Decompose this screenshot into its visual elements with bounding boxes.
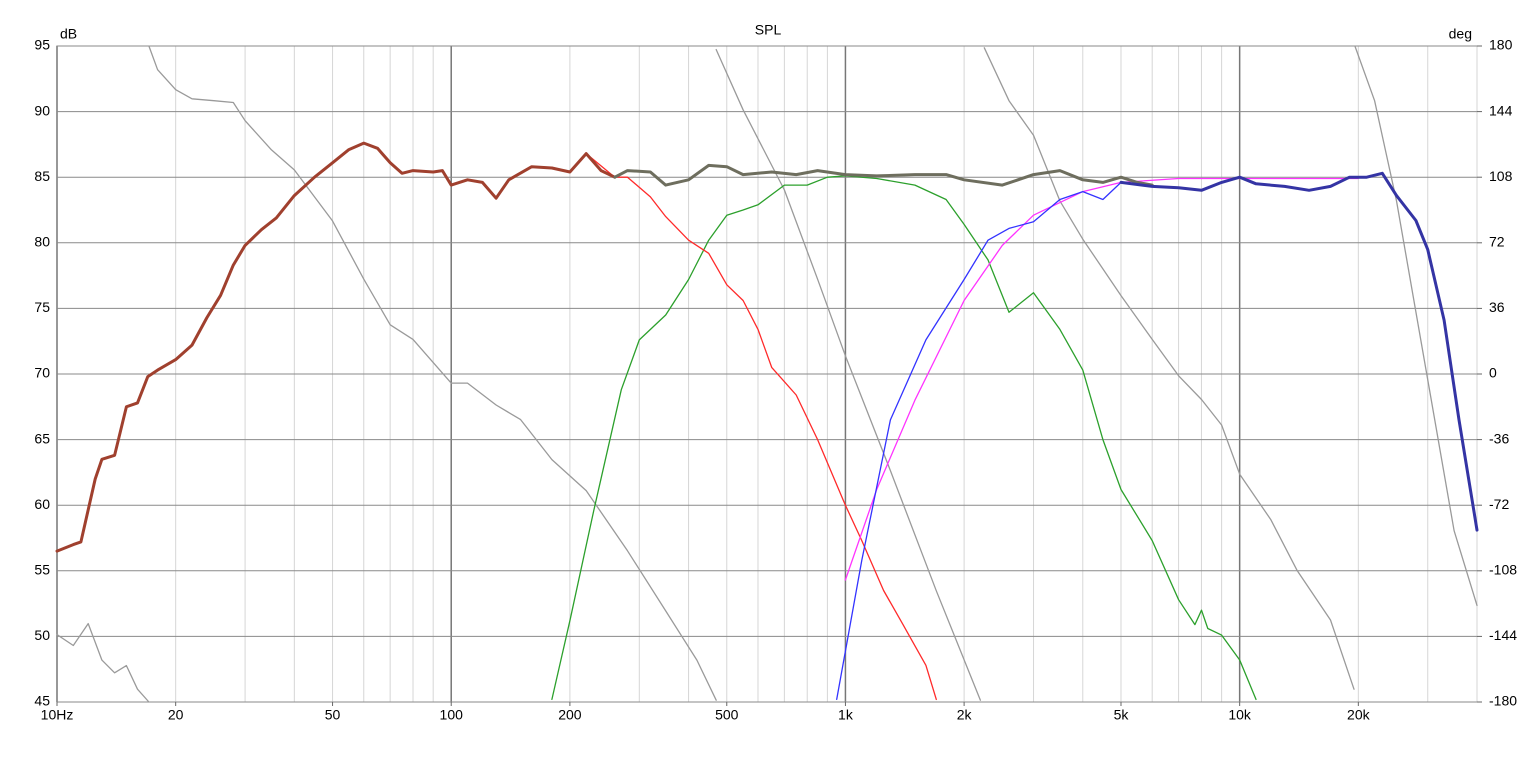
y-tick-label: 80 [34,234,50,250]
x-tick-label: 50 [325,707,341,723]
x-tick-label: 5k [1114,707,1130,723]
x-tick-label: 100 [440,707,464,723]
y2-axis-label: deg [1449,26,1472,42]
y2-tick-label: -36 [1489,430,1509,446]
y-axis-label: dB [60,26,77,42]
x-tick-label: 20 [168,707,184,723]
y2-tick-label: 180 [1489,37,1513,53]
x-tick-label: 1k [838,707,854,723]
x-tick-label: 200 [558,707,582,723]
x-tick-label: 10k [1228,707,1252,723]
y-tick-label: 55 [34,562,50,578]
y-tick-label: 75 [34,299,50,315]
series-line [56,45,1478,703]
y2-tick-label: -72 [1489,496,1509,512]
y-tick-label: 85 [34,168,50,184]
series-line [1119,171,1479,532]
y-tick-label: 50 [34,627,50,643]
y-tick-label: 60 [34,496,50,512]
chart-title: SPL [755,22,782,38]
y2-tick-label: -144 [1489,627,1517,643]
series-line [844,177,1359,581]
series-line [551,175,1257,701]
y2-tick-label: 108 [1489,168,1513,184]
y2-tick-label: 36 [1489,299,1505,315]
y2-tick-label: 72 [1489,234,1505,250]
series-line [613,163,1154,187]
y-tick-label: 90 [34,102,50,118]
y2-tick-label: 0 [1489,365,1497,381]
x-tick-label: 20k [1347,707,1371,723]
y2-tick-label: 144 [1489,102,1513,118]
y2-tick-label: -108 [1489,562,1517,578]
series-line [836,181,1122,701]
series-line [585,152,937,701]
series-line [55,141,617,553]
x-tick-label: 500 [715,707,739,723]
x-tick-label: 10Hz [41,707,74,723]
y-tick-label: 45 [34,693,50,709]
y-tick-label: 95 [34,37,50,53]
x-tick-label: 2k [957,707,973,723]
y-tick-label: 70 [34,365,50,381]
y-tick-label: 65 [34,430,50,446]
y2-tick-label: -180 [1489,693,1517,709]
